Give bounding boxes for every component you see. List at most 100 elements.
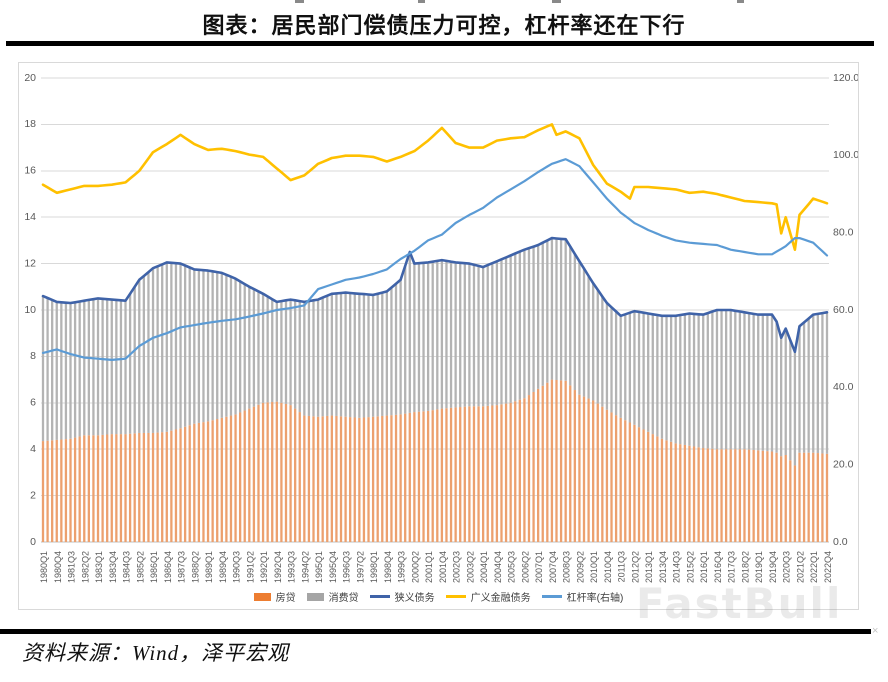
x-axis-label: 2015Q2	[686, 551, 696, 583]
x-axis-label: 2011Q3	[617, 551, 627, 582]
x-axis-label: 2004Q4	[493, 551, 503, 583]
legend-swatch-line	[369, 595, 390, 598]
line-杠杆率(右轴)	[41, 158, 829, 361]
crop-artifact	[418, 0, 425, 3]
divider-bottom	[0, 629, 871, 634]
left-axis-label: 14	[24, 211, 36, 223]
legend-label: 狭义债务	[394, 593, 435, 604]
x-axis-label: 1986Q1	[149, 551, 159, 583]
x-axis-label: 1994Q2	[300, 551, 310, 583]
left-axis-label: 12	[24, 257, 36, 269]
x-axis-label: 1986Q4	[163, 551, 173, 583]
x-axis-label: 1983Q1	[94, 551, 104, 583]
x-axis-label: 2007Q1	[534, 551, 544, 583]
bars-mortgage	[41, 379, 829, 542]
x-axis-label: 1980Q1	[39, 551, 49, 583]
x-axis-label: 1996Q3	[342, 551, 352, 583]
divider-top	[6, 41, 874, 46]
x-axis-label: 1999Q3	[397, 551, 407, 583]
x-axis-label: 1985Q2	[135, 551, 145, 583]
x-axis-label: 1988Q2	[190, 551, 200, 583]
x-axis-label: 1981Q3	[67, 551, 77, 583]
left-axis-label: 20	[24, 72, 36, 84]
crop-artifact	[737, 0, 744, 3]
x-axis-label: 1992Q1	[259, 551, 269, 583]
legend-item-2: 消费贷	[306, 589, 359, 604]
legend-label: 消费贷	[328, 593, 359, 604]
x-axis-label: 1990Q3	[232, 551, 242, 583]
right-axis-label: 60.0	[833, 304, 854, 316]
x-axis-label: 2001Q1	[424, 551, 434, 583]
x-axis-label: 1995Q1	[314, 551, 324, 583]
left-axis-label: 8	[30, 350, 36, 362]
left-axis-label: 18	[24, 118, 36, 130]
x-axis-label: 2000Q2	[410, 551, 420, 583]
x-axis-label: 2014Q3	[672, 551, 682, 583]
x-axis-label: 1993Q3	[287, 551, 297, 583]
x-axis-label: 1991Q2	[245, 551, 255, 583]
x-axis-label: 2002Q3	[452, 551, 462, 583]
chart-legend: 房贷 消费贷 狭义债务 广义金融债务 杠杆率(右轴)	[19, 589, 858, 604]
stray-mark: ×	[872, 625, 879, 637]
x-axis-label: 1989Q1	[204, 551, 214, 583]
x-axis-label: 2001Q4	[438, 551, 448, 583]
legend-item-4: 广义金融债务	[445, 589, 531, 604]
x-axis-label: 2016Q1	[699, 551, 709, 583]
right-axis-label: 100.0	[833, 149, 858, 161]
x-axis-label: 2006Q2	[520, 551, 530, 583]
legend-label: 房贷	[275, 593, 296, 604]
source-note: 资料来源：Wind，泽平宏观	[22, 641, 290, 665]
legend-swatch-line	[445, 595, 466, 598]
legend-label: 杠杆率(右轴)	[566, 593, 624, 604]
right-axis-label: 40.0	[833, 381, 854, 393]
right-axis-label: 120.0	[833, 72, 858, 84]
x-axis-label: 2012Q2	[630, 551, 640, 583]
x-axis-label: 1998Q1	[369, 551, 379, 583]
x-axis-label: 1982Q2	[80, 551, 90, 583]
x-axis-label: 1992Q4	[273, 551, 283, 583]
x-axis-label: 2022Q1	[809, 551, 819, 583]
crop-artifact	[552, 0, 561, 3]
chart-container: 0 2 4 6 8 10 12 14 16 18 20 0.0 20.0 40.0 60.0 80.0 100.…	[18, 62, 859, 625]
left-axis-label: 0	[30, 536, 36, 548]
x-axis-label: 1984Q3	[122, 551, 132, 583]
x-axis-label: 2019Q4	[768, 551, 778, 583]
x-axis-label: 2003Q2	[465, 551, 475, 583]
x-axis-label: 2010Q1	[589, 551, 599, 583]
x-axis-label: 2021Q2	[796, 551, 806, 583]
left-axis-label: 2	[30, 489, 36, 501]
x-axis-label: 1987Q3	[177, 551, 187, 583]
x-axis-label: 2017Q3	[727, 551, 737, 583]
x-axis-label: 2016Q4	[713, 551, 723, 583]
x-axis-label: 2010Q4	[603, 551, 613, 583]
legend-item-1: 房贷	[253, 589, 296, 604]
right-axis-label: 0.0	[833, 536, 848, 548]
x-axis-label: 1998Q4	[383, 551, 393, 583]
x-axis-label: 2007Q4	[548, 551, 558, 583]
x-axis-label: 2019Q1	[754, 551, 764, 583]
x-axis-label: 1989Q4	[218, 551, 228, 583]
right-axis-label: 80.0	[833, 226, 854, 238]
left-axis-label: 6	[30, 397, 36, 409]
combo-chart: 0 2 4 6 8 10 12 14 16 18 20 0.0 20.0 40.0 60.0 80.0 100.…	[24, 72, 858, 583]
legend-swatch-bar	[253, 592, 271, 601]
left-axis-label: 4	[30, 443, 36, 455]
legend-item-5: 杠杆率(右轴)	[541, 589, 624, 604]
x-axis-label: 1980Q4	[53, 551, 63, 583]
x-axis-label: 2013Q4	[658, 551, 668, 583]
x-axis-label: 1983Q4	[108, 551, 118, 583]
right-axis-label: 20.0	[833, 458, 854, 470]
legend-label: 广义金融债务	[470, 593, 531, 604]
left-axis-label: 16	[24, 165, 36, 177]
page-title: 图表：居民部门偿债压力可控，杠杆率还在下行	[202, 13, 686, 38]
x-axis-label: 1995Q4	[328, 551, 338, 583]
crop-artifact	[295, 0, 304, 3]
x-axis-label: 2005Q3	[507, 551, 517, 583]
left-axis-label: 10	[24, 304, 36, 316]
legend-item-3: 狭义债务	[369, 589, 435, 604]
x-axis-label: 2020Q3	[782, 551, 792, 583]
line-狭义债务	[41, 236, 829, 354]
x-axis-label: 2009Q2	[575, 551, 585, 583]
line-广义金融债务	[41, 123, 829, 251]
x-axis-label: 2013Q1	[644, 551, 654, 583]
